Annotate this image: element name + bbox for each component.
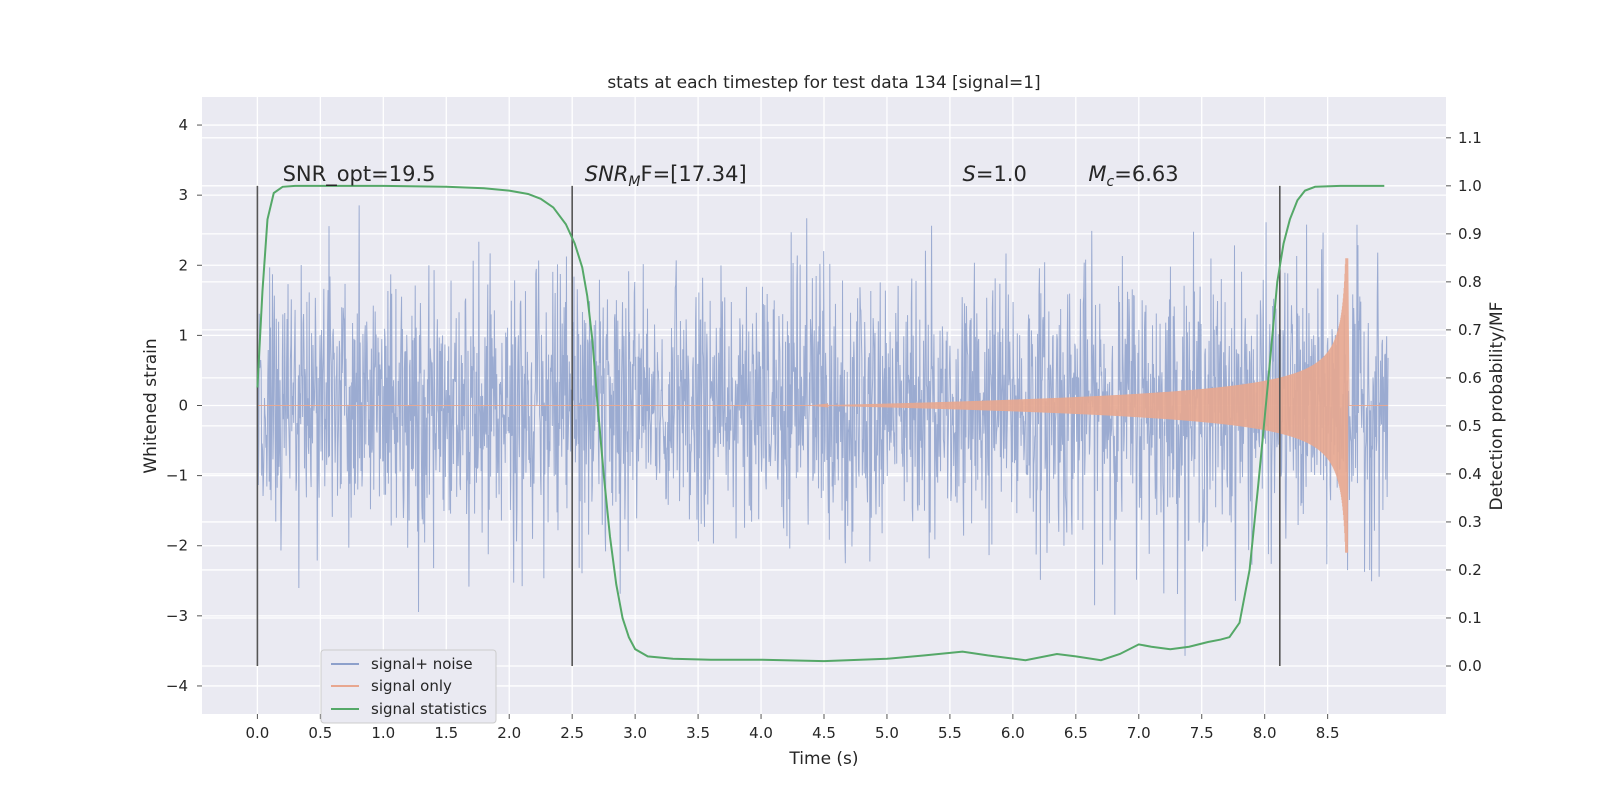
x-tick-label-6: 3.0	[623, 724, 647, 742]
x-tick-label-8: 4.0	[749, 724, 773, 742]
y-tick-label-4: 0	[178, 397, 188, 415]
x-tick-label-7: 3.5	[686, 724, 710, 742]
y-tick-label-3: 1	[178, 326, 188, 344]
y2-tick-label-6: 0.5	[1458, 417, 1482, 435]
series-signal-statistics	[256, 184, 1385, 663]
y2-tick-label-4: 0.7	[1458, 321, 1482, 339]
y-tick-label-5: −1	[166, 467, 188, 485]
y-tick-label-8: −4	[166, 677, 188, 695]
y-tick-label-0: 4	[178, 116, 188, 134]
x-tick-label-12: 6.0	[1001, 724, 1025, 742]
y2-tick-label-7: 0.4	[1458, 465, 1482, 483]
y2-tick-label-11: 0.0	[1458, 657, 1482, 675]
signal-noise-line	[256, 205, 1389, 656]
y2-tick-label-9: 0.2	[1458, 561, 1482, 579]
series-signal-only	[257, 258, 1389, 553]
y2-tick-label-0: 1.1	[1458, 129, 1482, 147]
legend-label-signal-statistics: signal statistics	[371, 700, 487, 718]
x-tick-label-16: 8.0	[1253, 724, 1277, 742]
annotation-snr-opt: SNR_opt=19.5	[283, 162, 436, 187]
x-tick-label-17: 8.5	[1316, 724, 1340, 742]
x-tick-label-1: 0.5	[308, 724, 332, 742]
x-tick-label-13: 6.5	[1064, 724, 1088, 742]
tick-labels: 0.0 0.5 1.0 1.5 2.0 2.5 3.0 3.5 4.0 4.5 5.0 5.5 6.0 6…	[166, 116, 1482, 742]
y2-tick-label-8: 0.3	[1458, 513, 1482, 531]
x-tick-label-9: 4.5	[812, 724, 836, 742]
annotation-snr-mf: SNRMF=[17.34]	[585, 162, 747, 190]
y2-tick-label-1: 1.0	[1458, 177, 1482, 195]
x-tick-label-0: 0.0	[245, 724, 269, 742]
x-tick-label-2: 1.0	[371, 724, 395, 742]
x-tick-label-4: 2.0	[497, 724, 521, 742]
x-tick-label-11: 5.5	[938, 724, 962, 742]
legend: signal+ noise signal only signal statist…	[320, 649, 497, 724]
x-tick-label-15: 7.5	[1190, 724, 1214, 742]
annotation-s-value: S=1.0	[963, 162, 1027, 186]
x-tick-label-5: 2.5	[560, 724, 584, 742]
y2-tick-label-3: 0.8	[1458, 273, 1482, 291]
series-signal-noise	[256, 205, 1389, 656]
legend-label-signal-noise: signal+ noise	[371, 655, 473, 673]
y-tick-label-1: 3	[178, 186, 188, 204]
legend-box	[320, 649, 497, 724]
signal-only-line	[257, 258, 1389, 553]
y-tick-label-7: −3	[166, 607, 188, 625]
y2-tick-label-2: 0.9	[1458, 225, 1482, 243]
y2-tick-label-10: 0.1	[1458, 609, 1482, 627]
y-tick-label-6: −2	[166, 537, 188, 555]
x-tick-label-3: 1.5	[434, 724, 458, 742]
y2-tick-label-5: 0.6	[1458, 369, 1482, 387]
chart-title: stats at each timestep for test data 134…	[607, 73, 1040, 93]
legend-label-signal-only: signal only	[371, 677, 452, 695]
y-axis-label: Whitened strain	[141, 338, 161, 473]
annotations: SNR_opt=19.5 SNRMF=[17.34] S=1.0 Mc=6.63	[283, 162, 1179, 190]
y-tick-label-2: 2	[178, 256, 188, 274]
x-tick-label-10: 5.0	[875, 724, 899, 742]
y2-axis-label: Detection probability/MF	[1487, 302, 1507, 511]
x-tick-label-14: 7.0	[1127, 724, 1151, 742]
annotation-mc-value: Mc=6.63	[1088, 162, 1178, 190]
x-axis-label: Time (s)	[788, 749, 858, 769]
